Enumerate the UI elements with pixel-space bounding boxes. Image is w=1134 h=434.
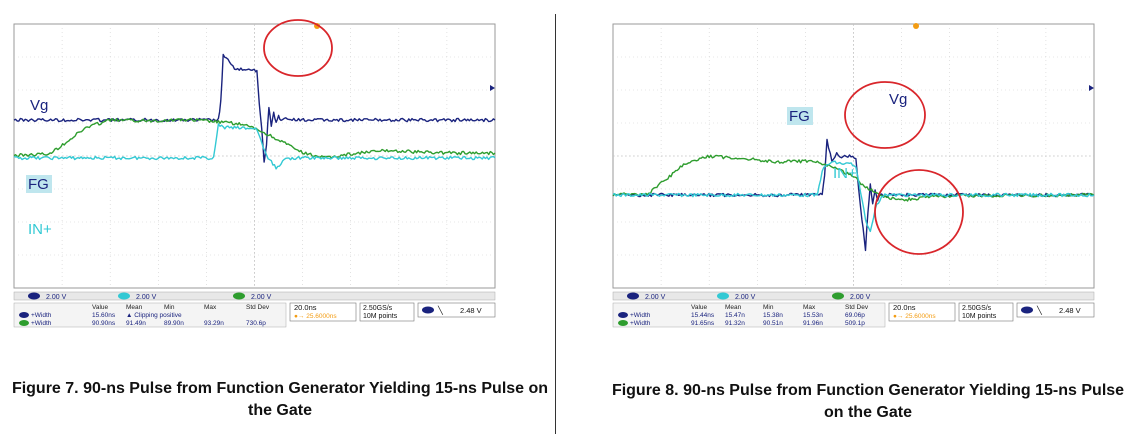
timebase-box (289, 302, 357, 322)
measurement-value: 15.60ns (92, 312, 116, 319)
trigger-slope-icon: ╲ (437, 305, 444, 315)
measurement-value: ▲ Clipping positive (126, 312, 182, 319)
measurement-column-header: Std Dev (246, 304, 270, 311)
channel-badge (717, 292, 729, 300)
annotation-circle (263, 19, 333, 77)
measurement-column-header: Mean (725, 304, 742, 311)
sample-rate-value: 2.50GS/s (962, 305, 992, 312)
measurement-value: 89.90n (164, 320, 184, 327)
measurement-column-header: Mean (126, 304, 143, 311)
measurement-value: 91.49n (126, 320, 146, 327)
trigger-box (1016, 302, 1095, 318)
channel-scale-label: 2.00 V (251, 294, 272, 301)
trigger-level-marker (490, 85, 495, 91)
trace-label-fg: FG (28, 176, 49, 193)
measurement-value: 15.47n (725, 312, 745, 319)
measurement-value: 15.38n (763, 312, 783, 319)
measurement-value: 69.06p (845, 312, 865, 319)
channel-scale-label: 2.00 V (850, 294, 871, 301)
channel-scale-label: 2.00 V (735, 294, 756, 301)
trace-label-highlight (26, 175, 52, 193)
acquisition-box (958, 302, 1014, 322)
measurement-value: 15.53n (803, 312, 823, 319)
channel-badge (233, 292, 245, 300)
measurement-value: 91.65ns (691, 320, 715, 327)
channel-scale-bar (13, 291, 496, 301)
trace-vg (13, 53, 496, 163)
scope-panel-figure-7: Vg FG IN+ 2.00 V 2.00 V 2.00 V Value Mean Min Max… (13, 19, 496, 328)
measurement-name: +Width (630, 312, 651, 319)
trace-label-vg: Vg (889, 91, 907, 108)
trigger-position-value: ●→ 25.6000ns (893, 313, 936, 320)
figure-divider (555, 14, 556, 434)
measurement-column-header: Std Dev (845, 304, 869, 311)
scope-panel-figure-8: Vg FG IN+ 2.00 V 2.00 V 2.00 V Value Mean Min Max… (612, 23, 1095, 328)
figure-7-caption-text: Figure 7. 90-ns Pulse from Function Gene… (11, 380, 549, 419)
annotation-circle (874, 169, 964, 255)
trigger-channel-badge (422, 306, 434, 314)
annotation-circle (844, 81, 926, 149)
measurement-value: 509.1p (845, 320, 865, 327)
trigger-position-value: ●→ 25.6000ns (294, 313, 337, 320)
measurement-value: 90.90ns (92, 320, 116, 327)
trigger-slope-icon: ╲ (1036, 305, 1043, 315)
channel-badge (832, 292, 844, 300)
figure-8-caption-text: Figure 8. 90-ns Pulse from Function Gene… (611, 382, 1125, 421)
measurement-name: +Width (630, 320, 651, 327)
trigger-channel-badge (1021, 306, 1033, 314)
measurement-table (13, 302, 287, 328)
timebase-box (888, 302, 956, 322)
figure-7-caption: Figure 7. 90-ns Pulse from Function Gene… (10, 378, 550, 422)
trigger-position-marker (913, 23, 920, 29)
measurement-column-header: Max (803, 304, 816, 311)
trace-label-vg: Vg (30, 97, 48, 114)
measurement-channel-badge (618, 312, 628, 318)
channel-scale-label: 2.00 V (136, 294, 157, 301)
measurement-value: 90.51n (763, 320, 783, 327)
channel-badge (118, 292, 130, 300)
measurement-name: +Width (31, 320, 52, 327)
measurement-column-header: Min (164, 304, 175, 311)
channel-scale-label: 2.00 V (645, 294, 666, 301)
measurement-value: 91.96n (803, 320, 823, 327)
trace-in-plus (13, 123, 496, 170)
trace-fg (13, 117, 496, 159)
channel-badge (627, 292, 639, 300)
figure-8-caption: Figure 8. 90-ns Pulse from Function Gene… (608, 380, 1128, 424)
trace-label-fg: FG (789, 108, 810, 125)
measurement-channel-badge (618, 320, 628, 326)
measurement-column-header: Min (763, 304, 774, 311)
timebase-value: 20.0ns (893, 303, 916, 312)
measurement-name: +Width (31, 312, 52, 319)
measurement-value: 91.32n (725, 320, 745, 327)
trace-label-in-plus: IN+ (28, 221, 52, 238)
graticule-grid (14, 24, 495, 288)
channel-scale-label: 2.00 V (46, 294, 67, 301)
trigger-level-value: 2.48 V (460, 306, 482, 315)
trace-in-plus (612, 160, 1095, 233)
channel-badge (28, 292, 40, 300)
record-length-value: 10M points (962, 313, 997, 320)
record-length-value: 10M points (363, 313, 398, 320)
measurement-channel-badge (19, 312, 29, 318)
trace-label-in-plus: IN+ (833, 165, 857, 182)
measurement-column-header: Value (92, 304, 109, 311)
timebase-value: 20.0ns (294, 303, 317, 312)
sample-rate-value: 2.50GS/s (363, 305, 393, 312)
trigger-level-marker (1089, 85, 1094, 91)
measurement-channel-badge (19, 320, 29, 326)
graticule-grid (613, 24, 1094, 288)
trigger-level-value: 2.48 V (1059, 306, 1081, 315)
measurement-value: 93.29n (204, 320, 224, 327)
trace-label-highlight (787, 107, 813, 125)
measurement-column-header: Max (204, 304, 217, 311)
measurement-value: 15.44ns (691, 312, 715, 319)
acquisition-box (359, 302, 415, 322)
channel-scale-bar (612, 291, 1095, 301)
measurement-table (612, 302, 886, 328)
measurement-column-header: Value (691, 304, 708, 311)
trigger-box (417, 302, 496, 318)
measurement-value: 730.6p (246, 320, 266, 327)
